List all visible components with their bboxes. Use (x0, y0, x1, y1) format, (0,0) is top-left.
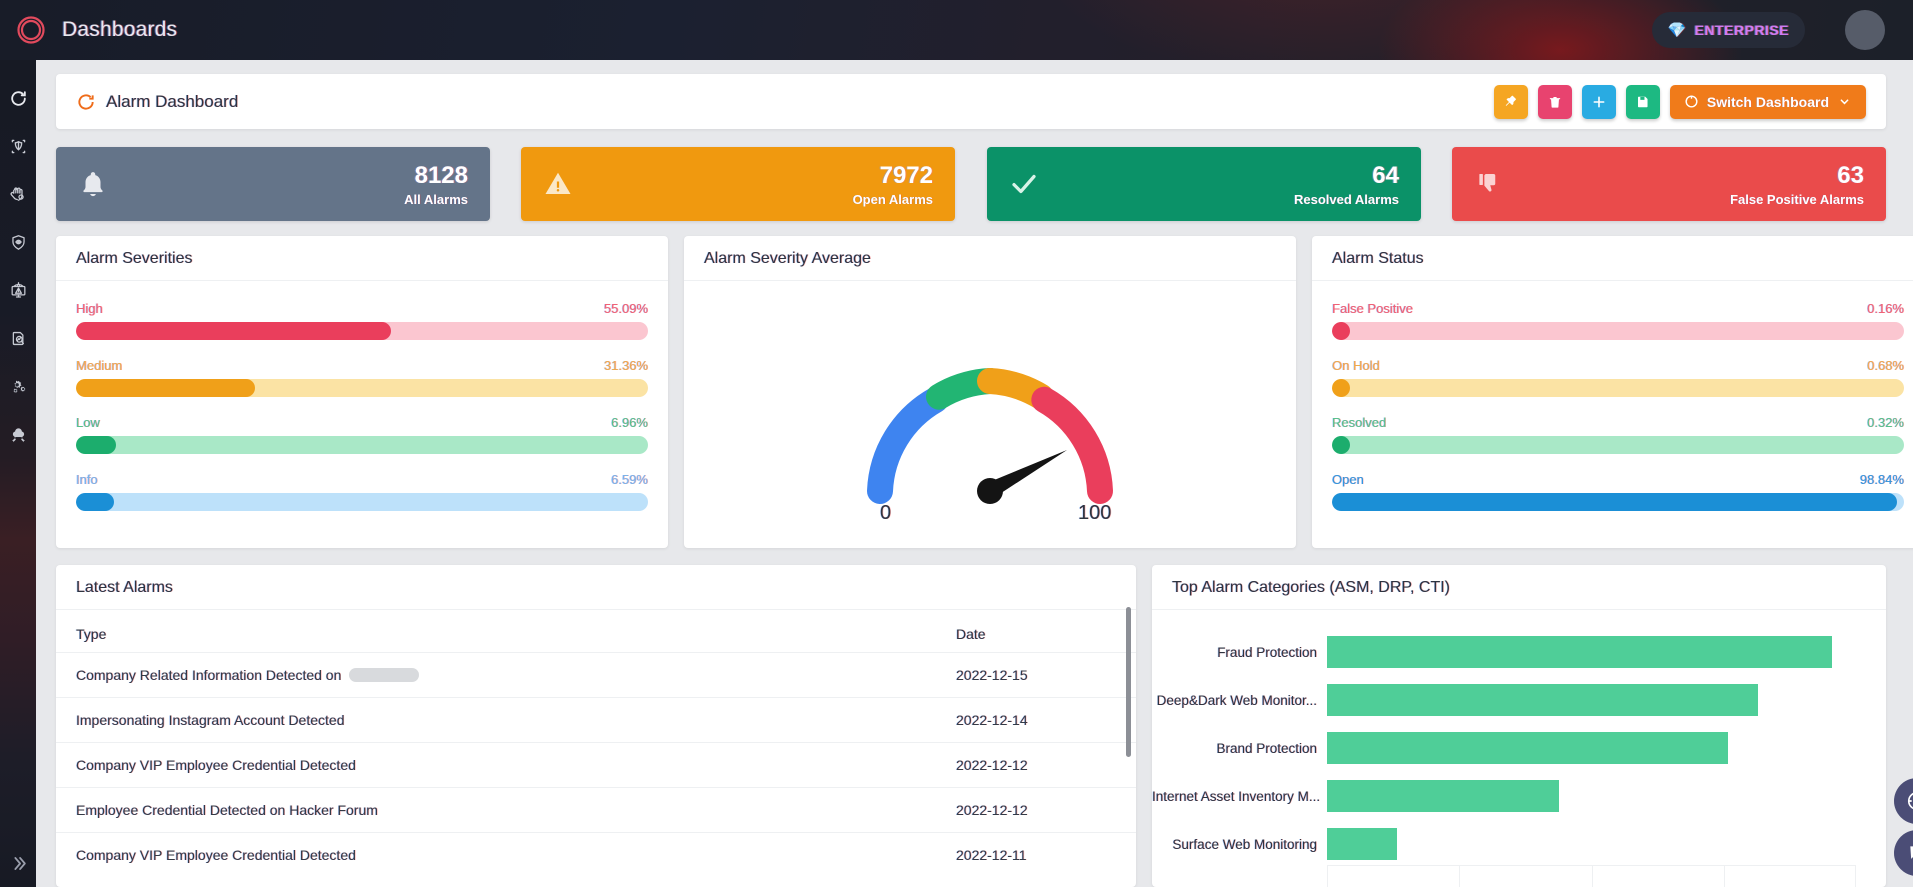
svg-text:100: 100 (1078, 502, 1111, 521)
svg-text:0: 0 (880, 502, 891, 521)
